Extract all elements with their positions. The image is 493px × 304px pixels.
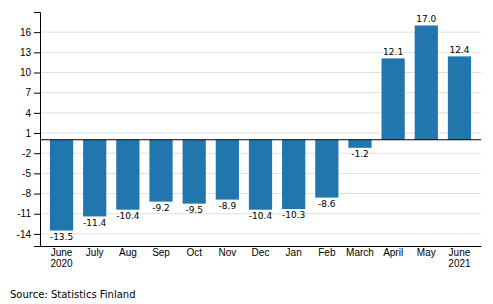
x-tick-label: Dec (252, 247, 270, 258)
y-tick-label: 13 (20, 47, 32, 58)
x-tick-label: Aug (119, 247, 137, 258)
bar (315, 140, 338, 198)
y-tick-label: -2 (22, 148, 31, 159)
chart: -14 -11 -8 -5 -2 1 4 7 10 13 16 June2020 July Aug Sep O… (0, 0, 493, 304)
bar (116, 140, 139, 210)
x-tick: April (383, 246, 403, 258)
x-tick-label: Sep (152, 247, 170, 258)
y-tick: 10 (20, 67, 40, 78)
bar (216, 140, 239, 200)
data-label: -9.2 (152, 203, 170, 213)
y-tick-label: -5 (22, 168, 31, 179)
bar (149, 140, 172, 202)
bar (348, 140, 371, 148)
x-tick: Jan (286, 246, 302, 258)
y-tick-label: -14 (17, 229, 32, 240)
x-tick-label: Jan (286, 247, 302, 258)
x-tick: Nov (218, 246, 236, 258)
y-tick: 1 (25, 128, 40, 139)
x-tick: Dec (252, 246, 270, 258)
data-labels: -13.5 -11.4 -10.4 -9.2 -9.5 -8.9 -10.4 -10.3 -8.… (50, 14, 470, 241)
y-tick-label: 7 (25, 87, 31, 98)
y-tick-mark (34, 173, 40, 174)
x-tick-label: June2021 (448, 247, 471, 269)
y-tick-mark (34, 52, 40, 53)
data-label: 12.1 (383, 47, 403, 57)
y-tick: -8 (22, 188, 40, 199)
x-tick: Aug (119, 246, 137, 258)
bars (40, 25, 481, 230)
bar (83, 140, 106, 217)
x-axis: June2020 July Aug Sep Oct Nov Dec Jan Feb March Ap… (41, 246, 482, 269)
data-label: -10.4 (116, 211, 140, 221)
y-tick: -14 (17, 229, 40, 240)
y-tick-mark (34, 214, 40, 215)
x-tick: June2020 (50, 246, 73, 269)
y-tick: 13 (20, 47, 40, 58)
baseline (40, 139, 481, 140)
x-tick: March (346, 246, 374, 258)
x-tick: Feb (318, 246, 336, 258)
y-tick-mark (34, 133, 40, 134)
x-tick-label: July (86, 247, 104, 258)
y-tick: -11 (17, 208, 40, 219)
x-tick-label: June2020 (50, 247, 73, 269)
data-label: -11.4 (83, 218, 107, 228)
x-tick-label: Feb (318, 247, 336, 258)
data-label: -10.4 (249, 211, 273, 221)
bar (448, 56, 471, 139)
x-tick-label: May (417, 247, 436, 258)
annotation: Source: Statistics Finland (10, 289, 136, 300)
y-tick-label: -8 (22, 188, 31, 199)
data-label: -8.9 (219, 201, 237, 211)
x-tick: June2021 (448, 246, 471, 269)
y-tick-mark (34, 93, 40, 94)
data-label: -13.5 (50, 232, 73, 242)
y-tick: -2 (22, 148, 40, 159)
y-tick: 4 (25, 108, 40, 119)
data-label: -8.6 (318, 199, 336, 209)
y-tick-label: -11 (17, 208, 31, 219)
y-tick-label: 1 (25, 128, 31, 139)
x-tick: Oct (186, 246, 202, 258)
plot: -14 -11 -8 -5 -2 1 4 7 10 13 16 June2020 July Aug Sep O… (17, 13, 482, 270)
x-tick-label: March (346, 247, 374, 258)
data-label: -10.3 (282, 210, 305, 220)
bar (282, 140, 305, 209)
bar (415, 25, 438, 139)
bar (50, 140, 73, 231)
bar (249, 140, 272, 210)
data-label: 12.4 (449, 45, 469, 55)
y-tick: 16 (20, 27, 40, 38)
data-label: -1.2 (351, 149, 369, 159)
y-tick-label: 10 (20, 67, 32, 78)
y-tick: 7 (25, 87, 40, 98)
x-tick: May (417, 246, 436, 258)
y-tick-mark (34, 32, 40, 33)
y-tick-label: 16 (20, 27, 32, 38)
y-tick-label: 4 (25, 108, 31, 119)
bar (183, 140, 206, 204)
x-tick: July (86, 246, 104, 258)
data-label: -9.5 (185, 205, 203, 215)
y-tick: -5 (22, 168, 40, 179)
y-tick-mark (34, 73, 40, 74)
y-tick-mark (34, 113, 40, 114)
x-tick-label: Nov (218, 247, 236, 258)
y-tick-mark (34, 194, 40, 195)
grid-line (40, 233, 481, 234)
x-tick-label: Oct (186, 247, 202, 258)
y-axis: -14 -11 -8 -5 -2 1 4 7 10 13 16 (17, 13, 41, 247)
y-tick-mark (34, 153, 40, 154)
y-tick-mark (34, 234, 40, 235)
data-label: 17.0 (416, 14, 436, 24)
x-tick: Sep (152, 246, 170, 258)
y-axis-line (34, 13, 41, 247)
x-tick-label: April (383, 247, 403, 258)
bar (382, 58, 405, 139)
